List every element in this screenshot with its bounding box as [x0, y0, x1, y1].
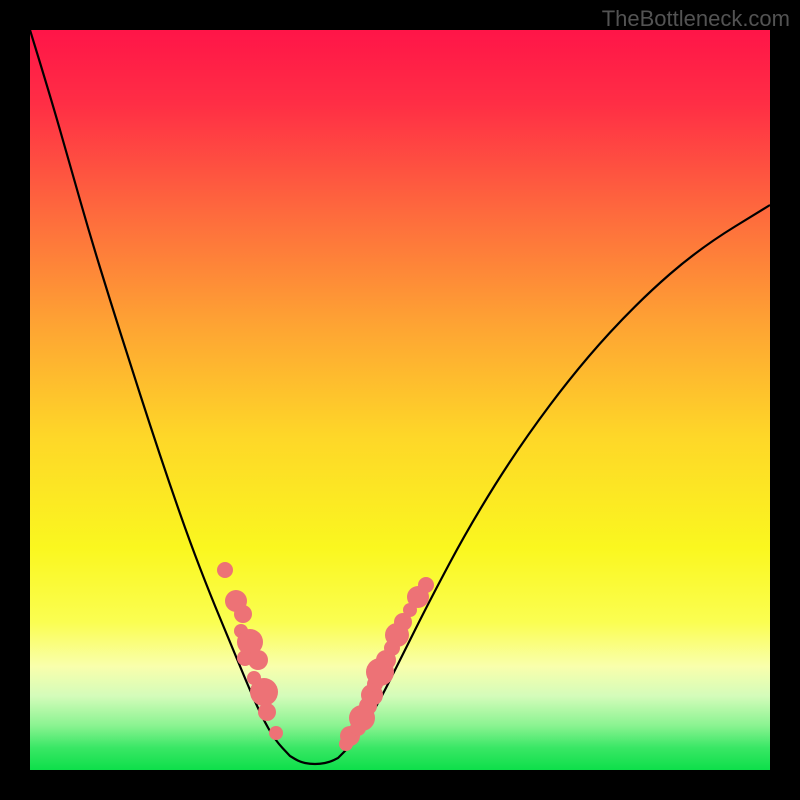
- marker-point: [418, 577, 434, 593]
- marker-point: [250, 678, 278, 706]
- marker-point: [258, 703, 276, 721]
- marker-point: [248, 650, 268, 670]
- chart-plot: [30, 30, 770, 770]
- marker-point: [234, 605, 252, 623]
- watermark-text: TheBottleneck.com: [602, 6, 790, 32]
- chart-container: TheBottleneck.com: [0, 0, 800, 800]
- marker-point: [217, 562, 233, 578]
- marker-point: [269, 726, 283, 740]
